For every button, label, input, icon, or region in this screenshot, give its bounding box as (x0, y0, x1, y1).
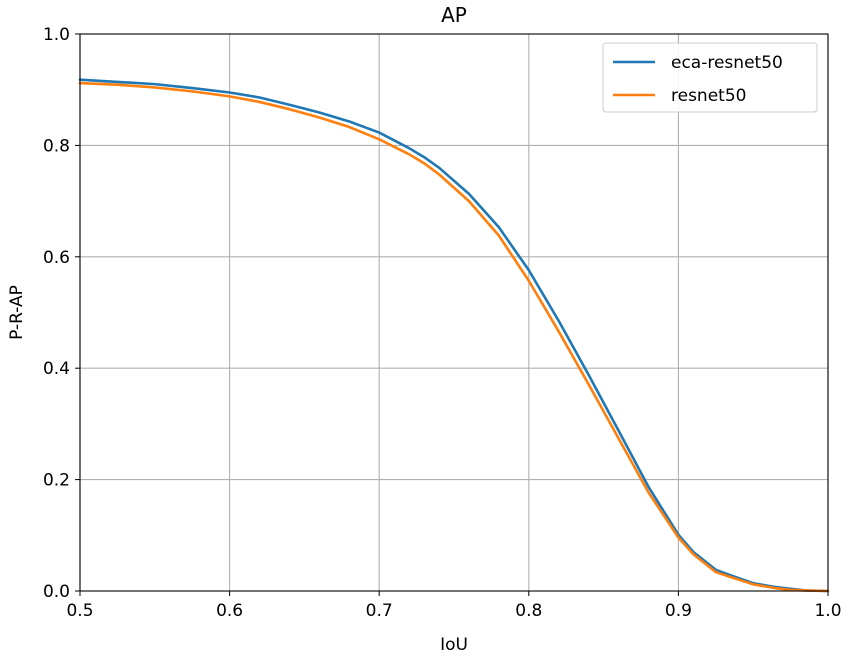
y-axis-label: P-R-AP (7, 285, 27, 340)
x-axis-label: IoU (440, 635, 468, 655)
x-tick-label: 0.6 (216, 601, 243, 621)
x-tick-label: 0.5 (66, 601, 93, 621)
series-lines (78, 78, 830, 593)
y-tick-label: 0.4 (43, 359, 70, 379)
series-line-resnet50 (78, 81, 830, 593)
y-tick-label: 0.0 (43, 582, 70, 602)
y-tick-label: 1.0 (43, 25, 70, 45)
legend-label-eca-resnet50: eca-resnet50 (671, 53, 783, 73)
chart-title: AP (441, 3, 467, 27)
series-line-eca-resnet50 (78, 78, 830, 593)
y-tick-label: 0.6 (43, 248, 70, 268)
x-tick-label: 0.7 (366, 601, 393, 621)
legend-box (602, 42, 818, 113)
plot-frame (79, 33, 829, 592)
legend: eca-resnet50 resnet50 (602, 42, 818, 113)
grid (79, 33, 829, 592)
x-tick-label: 1.0 (814, 601, 841, 621)
y-tick-label: 0.2 (43, 471, 70, 491)
y-tick-label: 0.8 (43, 136, 70, 156)
x-tick-label: 0.8 (515, 601, 542, 621)
x-tick-label: 0.9 (665, 601, 692, 621)
legend-label-resnet50: resnet50 (671, 86, 746, 106)
ticks: 0.5 0.6 0.7 0.8 0.9 1.0 0.0 0.2 0.4 0.6 0.8 1.0 (43, 25, 842, 621)
